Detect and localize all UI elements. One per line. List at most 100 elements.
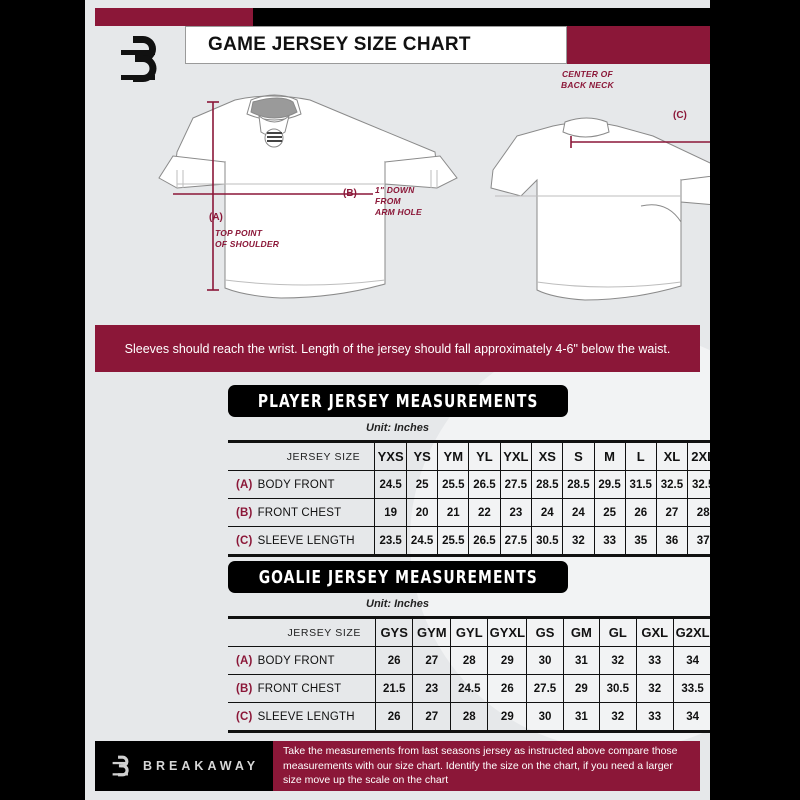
- annotation-a-text: TOP POINT OF SHOULDER: [215, 228, 279, 250]
- measurement-tag: (C): [236, 710, 253, 723]
- measurement-value: 26: [374, 646, 414, 675]
- measurement-value: 26: [374, 702, 414, 733]
- measurement-tag: (C): [236, 534, 253, 547]
- measurement-value: 22: [468, 498, 501, 527]
- size-column-header: XL: [655, 440, 688, 471]
- row-header-label: JERSEY SIZE: [228, 440, 376, 471]
- measurement-value: 29.5: [593, 470, 626, 499]
- annotation-b-line2: FROM: [375, 196, 401, 206]
- measurement-value: 27.5: [499, 526, 533, 557]
- footer-instruction-text: Take the measurements from last seasons …: [283, 745, 678, 787]
- measurement-value: 27.5: [499, 470, 533, 499]
- size-column-header: GYM: [412, 616, 452, 647]
- size-column-header: GS: [526, 616, 564, 647]
- annotation-b-line1: 1" DOWN: [375, 185, 415, 195]
- measurement-value: 32.5: [686, 470, 710, 499]
- measurement-value: 25: [593, 498, 626, 527]
- page-title-box: GAME JERSEY SIZE CHART: [185, 26, 567, 64]
- measurement-value: 24: [562, 498, 595, 527]
- size-chart-page: GAME JERSEY SIZE CHART: [85, 0, 710, 800]
- title-bar: GAME JERSEY SIZE CHART: [185, 26, 710, 64]
- measurement-value: 26: [624, 498, 657, 527]
- player-section-heading: PLAYER JERSEY MEASUREMENTS: [228, 385, 568, 417]
- measurement-value: 25: [406, 470, 439, 499]
- measurement-value: 27: [655, 498, 688, 527]
- measurement-value: 32: [599, 702, 637, 733]
- measurement-value: 23.5: [374, 526, 408, 557]
- size-column-header: GYXL: [487, 616, 528, 647]
- measurement-value: 28: [450, 646, 489, 675]
- measurement-value: 31: [562, 702, 601, 733]
- measurement-value: 33: [593, 526, 626, 557]
- footer-brand-block: BREAKAWAY: [95, 741, 273, 791]
- goalie-measurements-table: JERSEY SIZEGYSGYMGYLGYXLGSGMGLGXLG2XLG3X…: [228, 616, 710, 733]
- measurement-value: 21.5: [374, 674, 414, 703]
- table-row: (C) SLEEVE LENGTH 23.5 24.5 25.5 26.5 27.5 30.5…: [228, 526, 710, 557]
- measurement-value: 37: [686, 526, 710, 557]
- measurement-value: 31.5: [624, 470, 657, 499]
- annotation-a-line1: TOP POINT: [215, 228, 263, 238]
- measurement-value: 24.5: [374, 470, 408, 499]
- size-column-header: GL: [599, 616, 637, 647]
- annotation-b-line3: ARM HOLE: [375, 207, 422, 217]
- size-column-header: L: [624, 440, 657, 471]
- annotation-b-text: 1" DOWN FROM ARM HOLE: [375, 185, 422, 218]
- footer: BREAKAWAY Take the measurements from las…: [95, 741, 700, 791]
- size-column-header: YL: [468, 440, 501, 471]
- measurement-value: 26: [487, 674, 528, 703]
- measurement-tag: (A): [236, 654, 253, 667]
- measurement-value: 33: [635, 646, 674, 675]
- page-title: GAME JERSEY SIZE CHART: [208, 34, 471, 55]
- table-header-row: JERSEY SIZEGYSGYMGYLGYXLGSGMGLGXLG2XLG3X…: [228, 616, 710, 647]
- table-row: (B)FRONT CHEST192021222324242526272829: [228, 498, 710, 527]
- label-c: (C): [673, 110, 687, 121]
- measurement-value: 33: [635, 702, 674, 733]
- footer-instruction-block: Take the measurements from last seasons …: [273, 741, 700, 791]
- measurement-value: 32: [635, 674, 674, 703]
- size-column-header: YXS: [374, 440, 408, 471]
- footer-brand-text: BREAKAWAY: [143, 759, 260, 773]
- measurement-label: (C) SLEEVE LENGTH: [228, 702, 376, 733]
- size-column-header: M: [593, 440, 626, 471]
- size-column-header: GXL: [635, 616, 674, 647]
- size-column-header: 2XL: [686, 440, 710, 471]
- player-unit-label: Unit: Inches: [366, 422, 429, 434]
- measurement-tag: (B): [236, 506, 253, 519]
- measurement-tag: (A): [236, 478, 253, 491]
- measurement-tag: (B): [236, 682, 253, 695]
- measurement-label: (A) BODY FRONT: [228, 646, 376, 675]
- measurement-value: 29: [487, 702, 528, 733]
- goalie-unit-label: Unit: Inches: [366, 598, 429, 610]
- top-accent-bars: [85, 8, 710, 26]
- goalie-heading-text: GOALIE JERSEY MEASUREMENTS: [258, 566, 538, 588]
- measurement-label: (B) FRONT CHEST: [228, 498, 376, 527]
- measurement-value: 27.5: [526, 674, 564, 703]
- measurement-value: 23: [499, 498, 533, 527]
- measurement-value: 35: [624, 526, 657, 557]
- measurement-value: 26.5: [468, 526, 501, 557]
- measurement-value: 28: [450, 702, 489, 733]
- row-header-label: JERSEY SIZE: [228, 616, 376, 647]
- measurement-value: 23: [412, 674, 452, 703]
- measurement-value: 28.5: [562, 470, 595, 499]
- measurement-value: 28.5: [531, 470, 564, 499]
- annotation-c-line1: CENTER OF: [561, 69, 613, 79]
- measurement-value: 25.5: [437, 470, 470, 499]
- annotation-c-text: CENTER OF BACK NECK: [561, 69, 614, 91]
- measurement-value: 26.5: [468, 470, 501, 499]
- size-column-header: GYS: [374, 616, 414, 647]
- measurement-value: 24: [531, 498, 564, 527]
- measurement-value: 32: [562, 526, 595, 557]
- table-row: (A)BODY FRONT26272829303132333435: [228, 646, 710, 675]
- fit-note-banner: Sleeves should reach the wrist. Length o…: [95, 325, 700, 372]
- table-row: (C)SLEEVE LENGTH26272829303132333435: [228, 702, 710, 733]
- table-row: (A) BODY FRONT 24.5 25 25.5 26.5 27.5 28.5 28.5 2…: [228, 470, 710, 499]
- measurement-value: 32.5: [655, 470, 688, 499]
- breakaway-b-logo-icon: [113, 28, 175, 90]
- measurement-label: (A) BODY FRONT: [228, 470, 376, 499]
- label-a: (A): [209, 212, 223, 223]
- measurement-value: 31: [562, 646, 601, 675]
- size-column-header: YS: [406, 440, 439, 471]
- size-column-header: S: [562, 440, 595, 471]
- measurement-value: 24.5: [450, 674, 489, 703]
